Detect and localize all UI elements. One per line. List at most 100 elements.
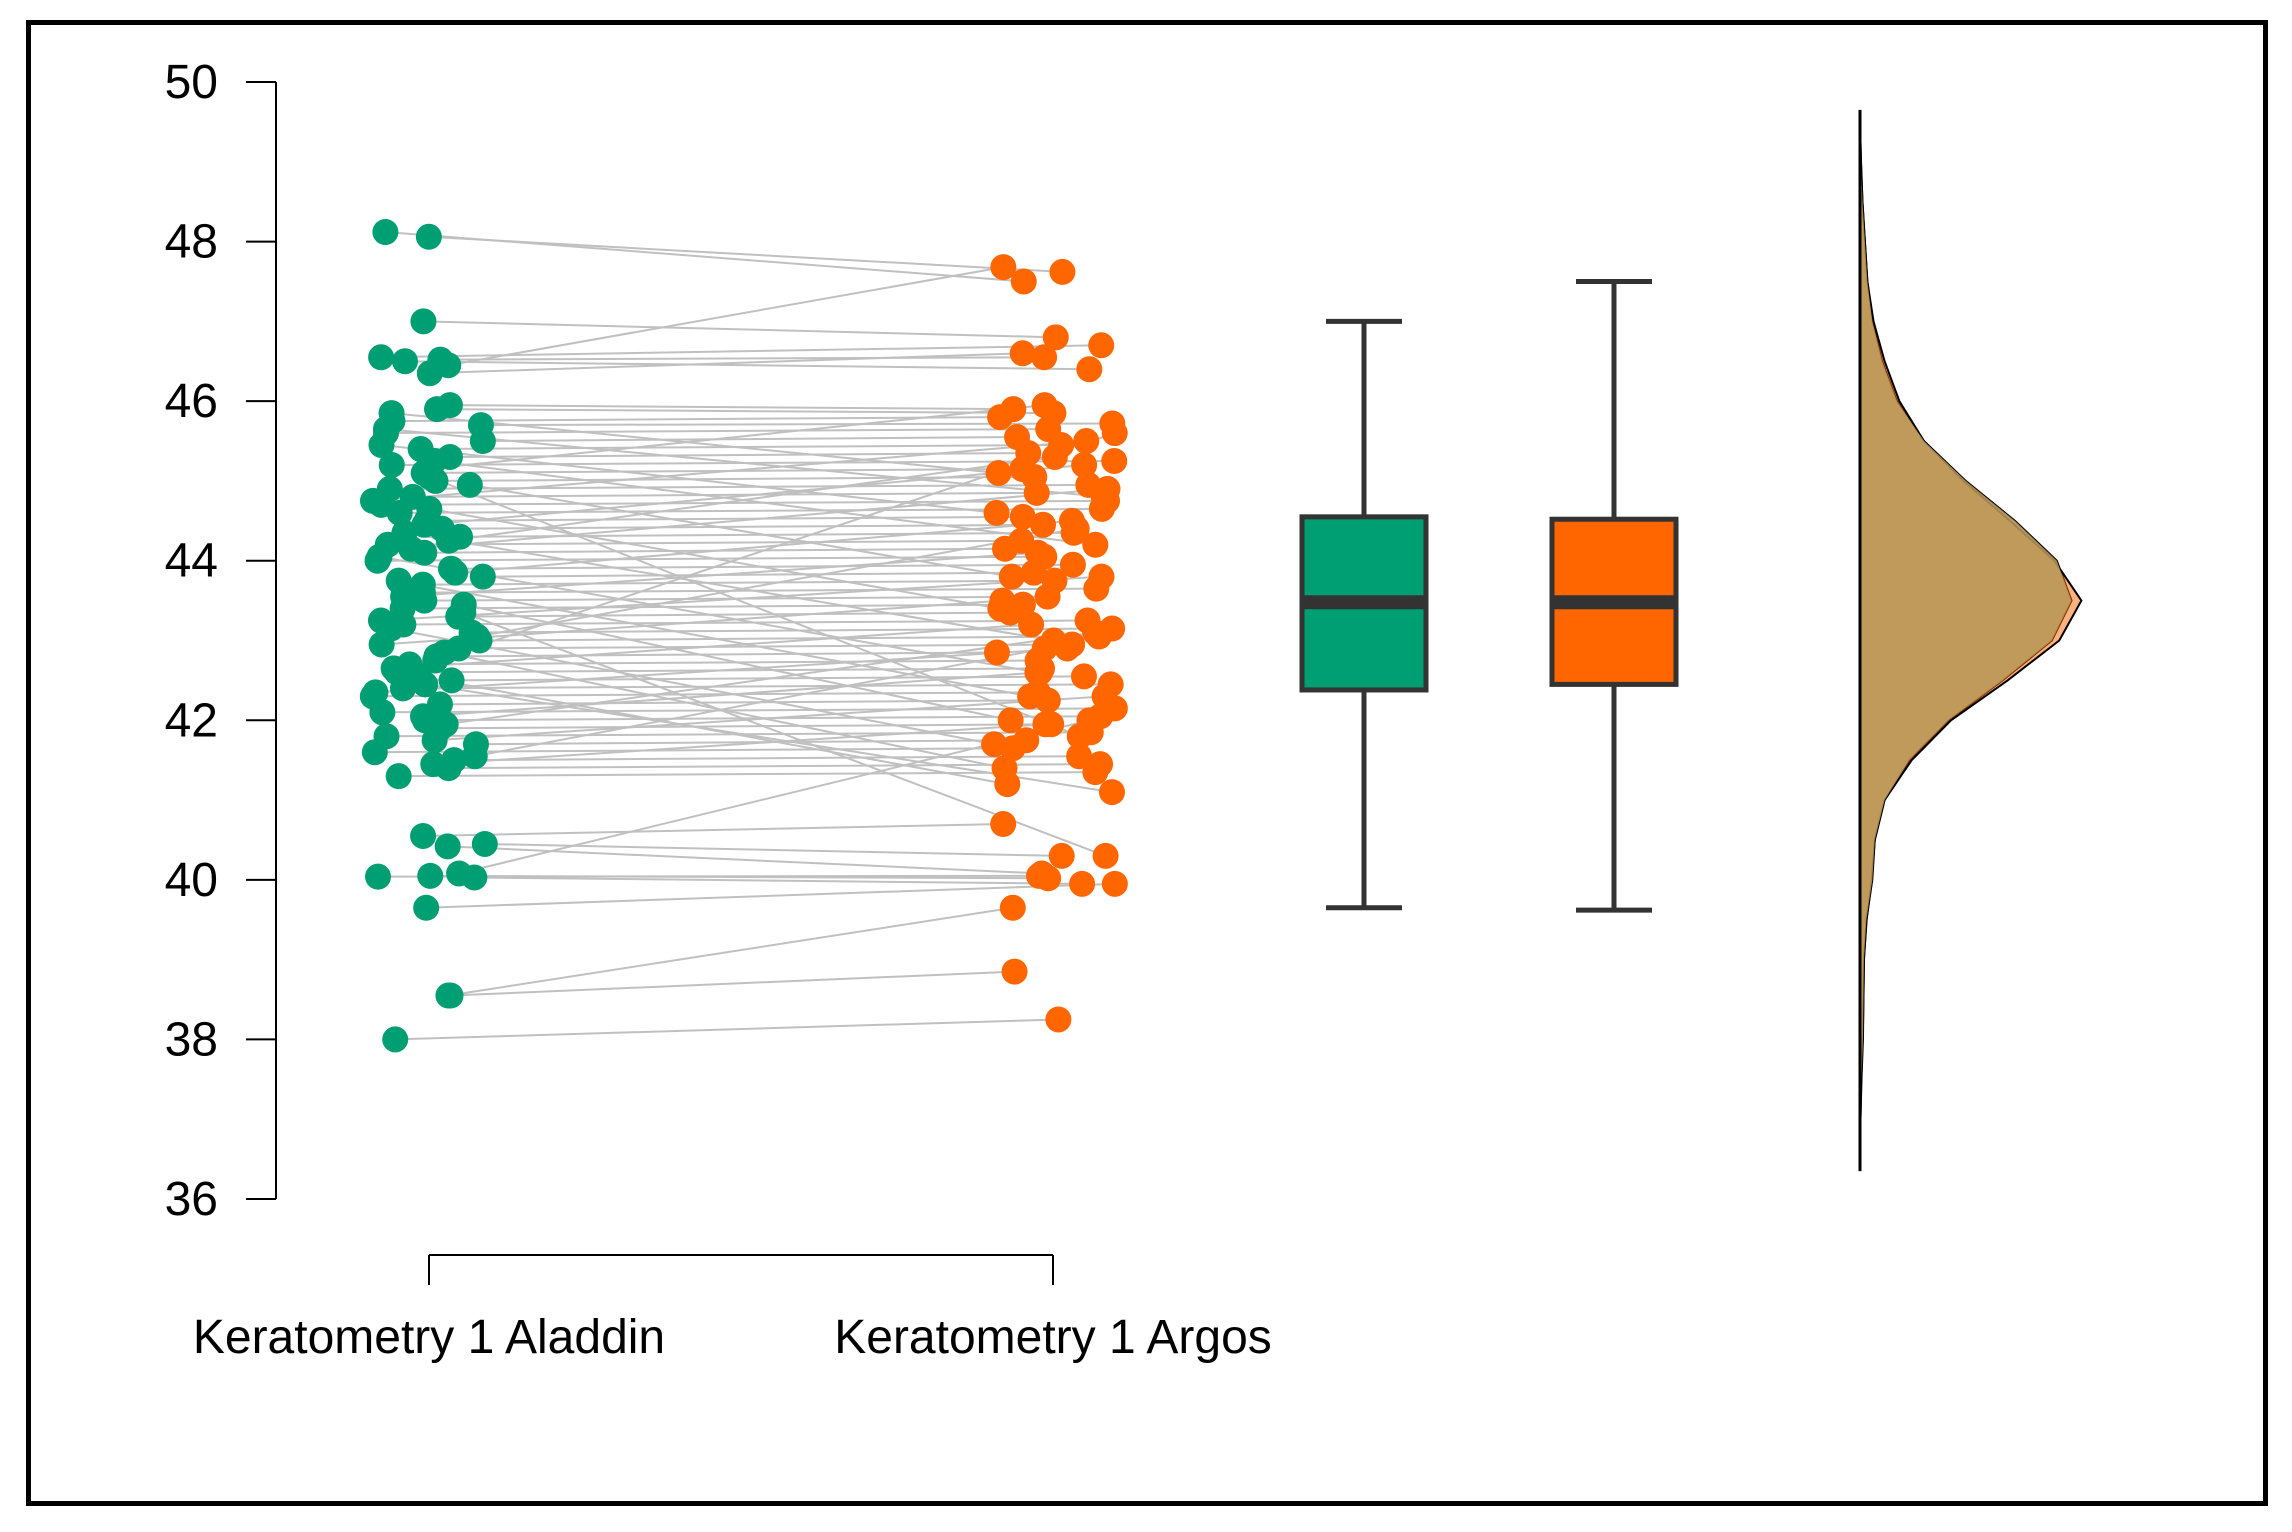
point-argos: [1063, 515, 1090, 542]
pair-line: [381, 344, 1102, 359]
y-tick-label: 38: [165, 1013, 218, 1066]
pair-line: [392, 416, 1001, 423]
point-aladdin: [361, 739, 388, 766]
point-argos: [1101, 447, 1128, 474]
point-aladdin: [410, 822, 437, 849]
point-aladdin: [386, 499, 413, 526]
pair-line: [434, 459, 1096, 546]
point-argos: [1101, 420, 1128, 447]
pair-line: [429, 352, 1023, 375]
point-aladdin: [411, 511, 438, 538]
y-axis: 36 38 40 42 44 46 48 50: [165, 56, 277, 1226]
pair-line: [377, 874, 1040, 878]
pair-line: [387, 539, 1022, 546]
point-argos: [981, 731, 1008, 758]
point-aladdin: [368, 631, 395, 658]
pair-line: [402, 603, 1023, 610]
pair-line: [429, 476, 1081, 738]
pair-line: [423, 320, 1056, 339]
pair-line: [436, 408, 1054, 415]
point-aladdin: [369, 699, 396, 726]
pair-line: [440, 723, 1052, 730]
point-aladdin: [413, 894, 440, 921]
pair-line: [404, 360, 1090, 371]
point-aladdin: [417, 862, 444, 889]
pair-line: [395, 1018, 1059, 1041]
point-argos: [1031, 635, 1058, 662]
boxplots: [1299, 278, 1679, 913]
pair-line: [375, 647, 1068, 694]
point-aladdin: [380, 655, 407, 682]
point-argos: [1030, 511, 1057, 538]
point-argos: [983, 639, 1010, 666]
point-argos: [1091, 683, 1118, 710]
pair-line: [471, 627, 1113, 634]
y-tick-label: 50: [165, 56, 218, 109]
pair-line: [386, 428, 1049, 435]
point-aladdin: [415, 223, 442, 250]
point-aladdin: [435, 527, 462, 554]
point-argos: [1088, 332, 1115, 359]
point-argos: [1092, 842, 1119, 869]
point-aladdin: [469, 428, 496, 455]
point-aladdin: [382, 1026, 409, 1053]
point-aladdin: [461, 864, 488, 891]
pair-line: [454, 755, 1080, 762]
point-aladdin: [385, 763, 412, 790]
point-argos: [1045, 1006, 1072, 1033]
density-plot: [1858, 109, 2083, 1172]
pair-line: [448, 906, 1013, 997]
point-aladdin: [469, 563, 496, 590]
point-argos: [1059, 551, 1086, 578]
point-argos: [1048, 842, 1075, 869]
pair-line: [398, 771, 1096, 778]
point-argos: [1069, 870, 1096, 897]
y-tick-label: 44: [165, 535, 218, 588]
point-argos: [1088, 563, 1115, 590]
y-tick-label: 36: [165, 1173, 218, 1226]
paired-lines: [372, 231, 1116, 1041]
point-argos: [998, 563, 1025, 590]
point-aladdin: [362, 679, 389, 706]
point-argos: [1073, 428, 1100, 455]
pair-line: [484, 842, 1062, 857]
point-aladdin: [412, 671, 439, 698]
pair-line: [475, 739, 1027, 746]
points-layer: [359, 218, 1128, 1053]
point-argos: [992, 535, 1019, 562]
point-argos: [1042, 324, 1069, 351]
density-overlap: [1860, 121, 2072, 1160]
point-aladdin: [359, 487, 386, 514]
point-aladdin: [410, 308, 437, 335]
point-argos: [990, 811, 1017, 838]
pair-line: [450, 970, 1015, 997]
pair-line: [382, 707, 1115, 714]
pair-line: [423, 823, 1004, 837]
pair-line: [393, 623, 1032, 670]
point-aladdin: [464, 623, 491, 650]
point-aladdin: [437, 982, 464, 1009]
pair-line: [422, 579, 1055, 586]
pair-line: [482, 436, 1018, 443]
y-tick-label: 40: [165, 854, 218, 907]
point-aladdin: [366, 543, 393, 570]
point-argos: [1101, 870, 1128, 897]
pair-line: [424, 463, 1085, 526]
point-argos: [1090, 483, 1117, 510]
pair-line: [434, 695, 1105, 742]
point-aladdin: [416, 360, 443, 387]
pair-line: [458, 643, 1073, 650]
point-aladdin: [438, 667, 465, 694]
point-aladdin: [365, 863, 392, 890]
pair-line: [458, 611, 1011, 618]
pair-line: [476, 527, 1077, 638]
point-argos: [1032, 711, 1059, 738]
point-argos: [1027, 659, 1054, 686]
pair-line: [372, 691, 1038, 698]
point-argos: [994, 771, 1021, 798]
x-axis: Keratometry 1 Aladdin Keratometry 1 Argos: [193, 1254, 1272, 1364]
pair-line: [390, 627, 995, 746]
point-argos: [985, 459, 1012, 486]
point-aladdin: [409, 703, 436, 730]
